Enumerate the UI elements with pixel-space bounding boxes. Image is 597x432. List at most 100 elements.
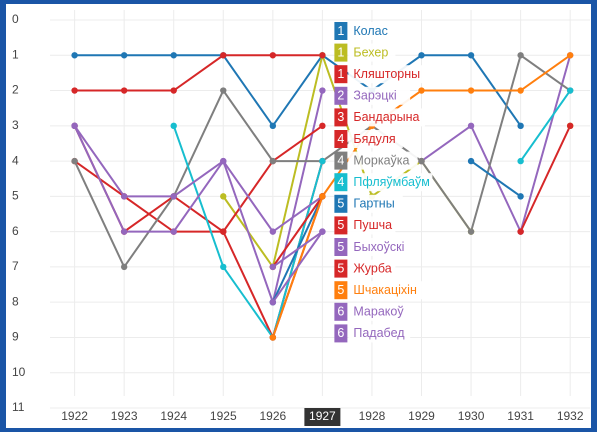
series-line xyxy=(74,125,323,233)
x-tick-label: 1929 xyxy=(408,409,435,423)
point xyxy=(319,122,326,130)
tooltip-rank: 2 xyxy=(337,89,344,103)
y-tick-label: 11 xyxy=(12,400,25,414)
point xyxy=(566,122,574,130)
tooltip-rank: 5 xyxy=(337,261,344,275)
tooltip-rank: 6 xyxy=(337,305,344,319)
x-tick-label: 1927 xyxy=(309,409,336,423)
x-tick-label: 1932 xyxy=(557,409,584,423)
point xyxy=(517,193,524,200)
point xyxy=(517,122,524,130)
y-tick-label: 4 xyxy=(12,153,19,167)
tooltip-badge xyxy=(334,238,348,256)
tooltip-label-box xyxy=(348,130,403,148)
y-tick-label: 10 xyxy=(12,365,26,379)
tooltip-label-box xyxy=(348,22,396,40)
tooltip-rank: 5 xyxy=(337,240,344,254)
x-tick-label: 1923 xyxy=(111,409,138,423)
point xyxy=(319,87,326,94)
point xyxy=(566,52,574,59)
point xyxy=(170,193,177,200)
point xyxy=(467,122,475,130)
x-tick-label: 1931 xyxy=(507,409,534,423)
tooltip-rank: 1 xyxy=(337,67,344,81)
tooltip-badge xyxy=(334,86,348,105)
x-tick-label: 1926 xyxy=(259,409,286,423)
hover-x-box xyxy=(304,408,341,426)
tooltip-rank: 6 xyxy=(337,326,344,340)
tooltip-badge xyxy=(334,194,348,213)
point xyxy=(517,52,524,59)
point xyxy=(170,228,177,235)
point xyxy=(170,52,177,59)
tooltip-label-box xyxy=(348,108,425,127)
plot-background xyxy=(6,4,591,428)
point xyxy=(220,157,227,165)
tooltip-rank: 5 xyxy=(337,218,344,232)
tooltip-label-box xyxy=(348,86,411,105)
y-tick-label: 5 xyxy=(12,189,19,203)
point xyxy=(120,263,128,271)
tooltip-badge xyxy=(334,216,348,235)
y-tick-label: 7 xyxy=(12,259,19,273)
tooltip-badge xyxy=(334,65,348,84)
series-line xyxy=(74,54,323,92)
tooltip-rank: 1 xyxy=(337,45,344,59)
x-tick-label: 1930 xyxy=(458,409,485,423)
point xyxy=(269,157,277,165)
series-line xyxy=(73,125,324,305)
tooltip-badge xyxy=(334,130,348,148)
point xyxy=(120,87,128,94)
tooltip-name: Кляшторны xyxy=(353,67,420,81)
point xyxy=(120,193,128,200)
series-line xyxy=(74,53,522,128)
tooltip-label-box xyxy=(348,302,411,321)
series-line xyxy=(272,230,323,268)
point xyxy=(319,52,326,59)
point xyxy=(269,52,277,59)
tooltip-label-box xyxy=(348,259,396,278)
tooltip-rank: 4 xyxy=(337,132,344,146)
point xyxy=(467,228,475,235)
point xyxy=(319,193,326,200)
tooltip: 1 Колас 1 Бехер 1 Кляшторны 2 Зарэцкі 3 Бандарына… xyxy=(334,22,433,343)
point xyxy=(467,87,475,94)
tooltip-rank: 5 xyxy=(337,283,344,297)
point xyxy=(269,122,277,130)
y-tick-label: 1 xyxy=(12,47,19,61)
tooltip-badge xyxy=(334,108,348,127)
tooltip-label-box xyxy=(348,238,418,256)
series-line xyxy=(272,195,324,268)
point xyxy=(517,228,524,235)
point xyxy=(269,298,277,306)
y-tick-label: 3 xyxy=(12,118,19,132)
point xyxy=(517,157,524,165)
point xyxy=(220,228,227,235)
tooltip-name: Гартны xyxy=(353,197,394,211)
tooltip-name: Журба xyxy=(353,261,391,275)
x-tick-label: 1928 xyxy=(359,409,386,423)
point xyxy=(120,52,128,59)
point xyxy=(418,87,425,94)
tooltip-badge xyxy=(334,324,348,343)
tooltip-badge xyxy=(334,281,348,300)
tooltip-badge xyxy=(334,302,348,321)
y-tick-label: 2 xyxy=(12,83,19,97)
tooltip-label-box xyxy=(348,173,433,192)
x-tick-label: 1925 xyxy=(210,409,237,423)
point xyxy=(120,228,128,235)
point xyxy=(418,52,425,59)
tooltip-rank: 4 xyxy=(337,175,344,189)
tooltip-name: Бехер xyxy=(353,45,388,59)
tooltip-name: Бядуля xyxy=(353,132,395,146)
point xyxy=(269,334,277,341)
tooltip-label-box xyxy=(348,194,403,213)
tooltip-name: Пфляўмбаўм xyxy=(353,175,429,189)
tooltip-badge xyxy=(334,173,348,192)
tooltip-label-box xyxy=(348,151,418,170)
tooltip-badge xyxy=(334,151,348,170)
tooltip-name: Падабед xyxy=(353,326,405,340)
point xyxy=(220,52,227,59)
x-tick-label: 1922 xyxy=(61,409,88,423)
